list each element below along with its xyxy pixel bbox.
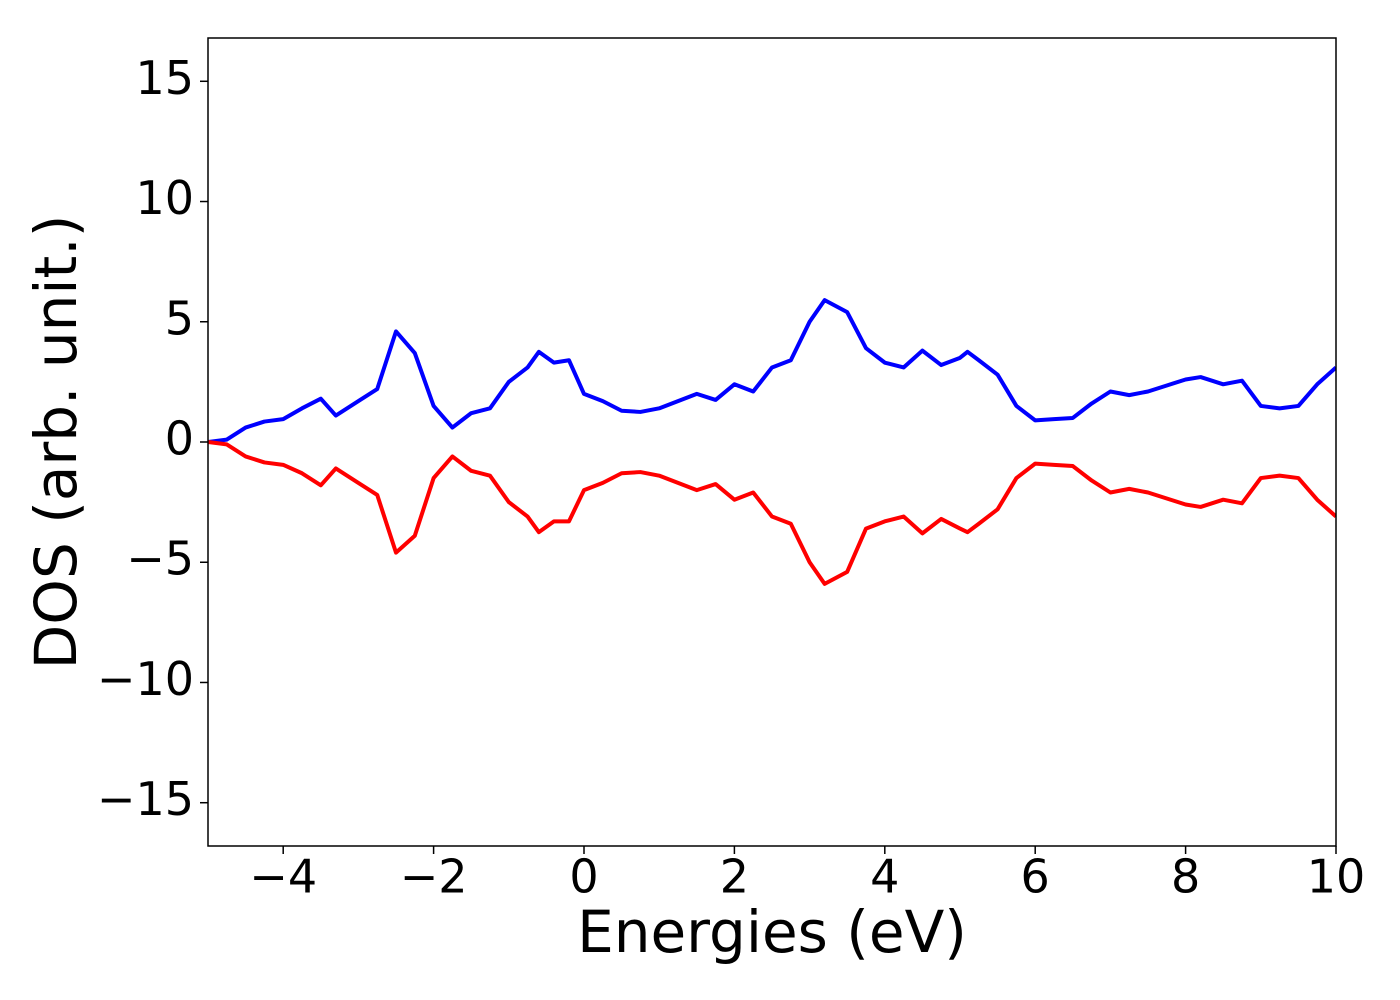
y-tick-label: −5 xyxy=(126,532,194,586)
y-tick-label: −10 xyxy=(97,652,194,706)
y-tick-label: 10 xyxy=(135,171,194,225)
x-tick-label: 8 xyxy=(1171,850,1200,904)
y-tick-label: 0 xyxy=(165,412,194,466)
y-tick-label: 5 xyxy=(165,291,194,345)
x-tick-label: 10 xyxy=(1307,850,1366,904)
x-axis-label: Energies (eV) xyxy=(577,898,967,966)
x-tick-label: 6 xyxy=(1021,850,1050,904)
y-axis-label: DOS (arb. unit.) xyxy=(22,215,90,670)
x-tick-label: 2 xyxy=(720,850,749,904)
plot-frame xyxy=(207,37,1337,847)
y-tick-label: −15 xyxy=(97,772,194,826)
x-tick-label: 4 xyxy=(870,850,899,904)
series-line xyxy=(208,440,1336,586)
y-tick-label: 15 xyxy=(135,51,194,105)
x-tick-label: 0 xyxy=(569,850,598,904)
x-tick-label: −4 xyxy=(249,850,317,904)
x-tick-label: −2 xyxy=(400,850,468,904)
series-line xyxy=(208,298,1336,444)
